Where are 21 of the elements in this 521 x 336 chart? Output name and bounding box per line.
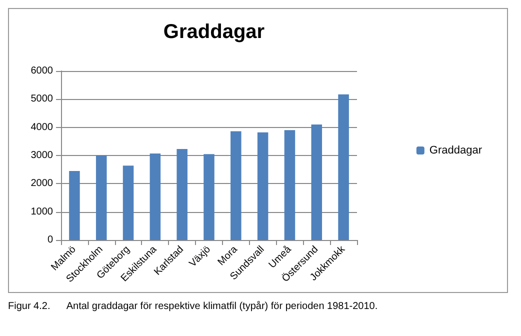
bar	[311, 124, 322, 240]
bar	[96, 156, 107, 240]
bar	[69, 170, 80, 240]
chart-title: Graddagar	[163, 21, 265, 43]
bar	[257, 132, 268, 240]
legend-label: Graddagar	[429, 144, 482, 156]
bar	[230, 131, 242, 240]
text: Figur 4.2. Antal graddagar för respektive klimatfil (typår) för perioden 1981-2010.	[8, 301, 379, 312]
bar	[284, 130, 296, 240]
bar	[122, 166, 134, 240]
y-tick-label: 6000	[30, 66, 54, 76]
bar	[204, 154, 214, 240]
y-tick-label: 1000	[30, 206, 54, 218]
bar	[150, 154, 161, 240]
bar	[338, 94, 349, 240]
bar	[176, 149, 188, 240]
y-tick-label: 2000	[30, 178, 54, 190]
y-tick-label: 4000	[30, 122, 54, 133]
y-tick-label: 3000	[30, 150, 54, 161]
y-tick-label: 0	[47, 234, 54, 246]
y-tick-label: 5000	[30, 94, 54, 105]
